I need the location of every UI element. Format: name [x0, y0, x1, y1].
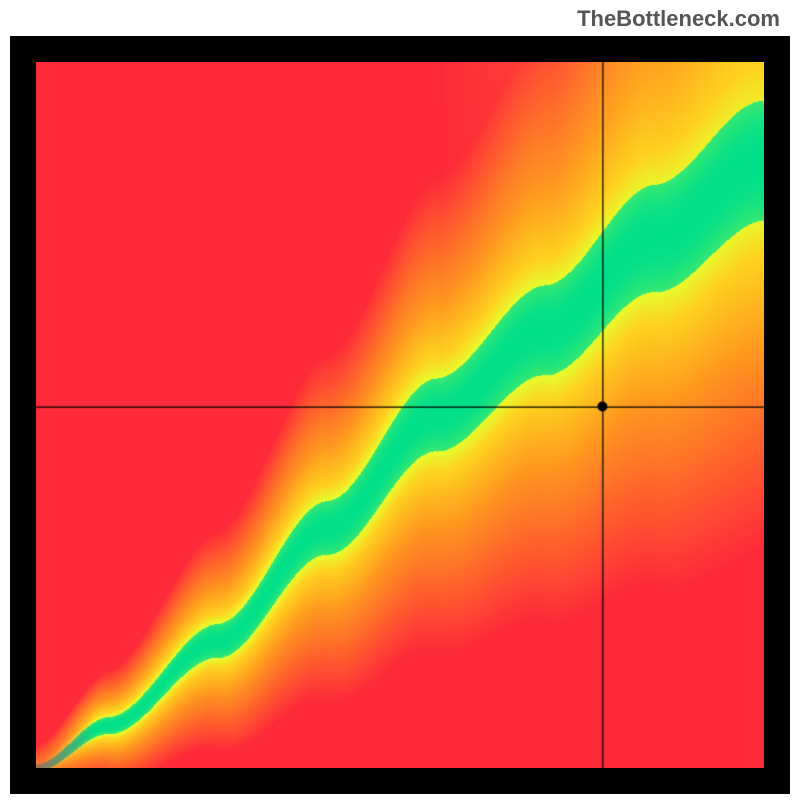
watermark-text: TheBottleneck.com [577, 6, 780, 32]
bottleneck-heatmap [36, 62, 764, 768]
